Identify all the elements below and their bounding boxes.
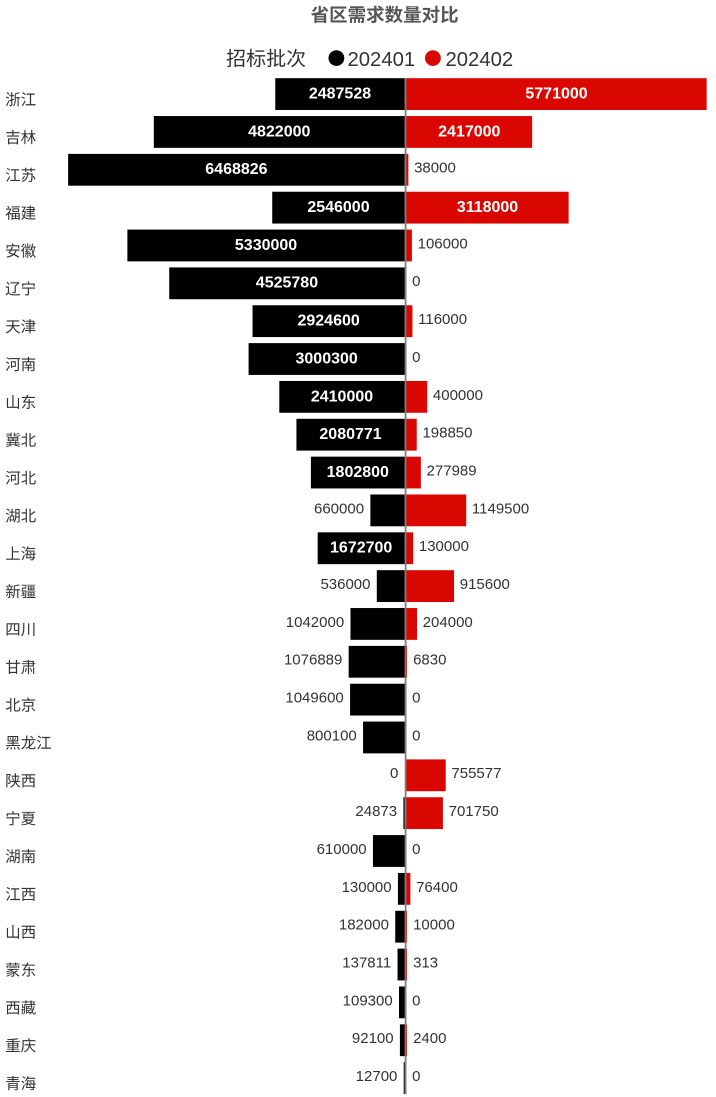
svg-text:536000: 536000: [320, 576, 370, 593]
svg-text:38000: 38000: [414, 160, 456, 177]
svg-text:202401: 202401: [348, 49, 416, 71]
svg-text:1076889: 1076889: [284, 652, 342, 669]
svg-text:5771000: 5771000: [525, 86, 587, 103]
svg-text:2417000: 2417000: [438, 123, 500, 140]
svg-text:6830: 6830: [413, 652, 446, 669]
svg-text:2080771: 2080771: [319, 426, 381, 443]
svg-text:10000: 10000: [413, 917, 455, 934]
svg-text:4525780: 4525780: [256, 275, 318, 292]
svg-text:313: 313: [413, 954, 438, 971]
svg-text:2924600: 2924600: [297, 313, 359, 330]
svg-text:3000300: 3000300: [296, 350, 358, 367]
svg-text:2400: 2400: [413, 1030, 446, 1047]
svg-text:2410000: 2410000: [311, 388, 373, 405]
svg-text:0: 0: [412, 1068, 420, 1085]
svg-text:400000: 400000: [433, 387, 483, 404]
svg-text:1049600: 1049600: [285, 690, 343, 707]
svg-text:701750: 701750: [449, 803, 499, 820]
svg-text:277989: 277989: [427, 462, 477, 479]
svg-text:0: 0: [390, 765, 398, 782]
svg-text:109300: 109300: [343, 992, 393, 1009]
svg-text:202402: 202402: [446, 49, 514, 71]
svg-text:0: 0: [412, 690, 420, 707]
svg-text:1042000: 1042000: [286, 614, 344, 631]
svg-text:198850: 198850: [422, 425, 472, 442]
svg-text:0: 0: [412, 349, 420, 366]
svg-text:2546000: 2546000: [307, 199, 369, 216]
svg-text:800100: 800100: [307, 727, 357, 744]
svg-text:755577: 755577: [451, 765, 501, 782]
svg-text:116000: 116000: [418, 311, 467, 328]
svg-text:12700: 12700: [356, 1068, 398, 1085]
svg-text:0: 0: [412, 841, 420, 858]
svg-text:915600: 915600: [460, 576, 510, 593]
svg-text:4822000: 4822000: [248, 123, 310, 140]
svg-text:610000: 610000: [317, 841, 367, 858]
svg-text:2487528: 2487528: [309, 86, 371, 103]
svg-text:0: 0: [412, 273, 420, 290]
svg-text:182000: 182000: [339, 917, 389, 934]
svg-text:76400: 76400: [416, 879, 458, 896]
svg-text:6468826: 6468826: [205, 161, 267, 178]
svg-text:3118000: 3118000: [457, 199, 519, 216]
svg-text:5330000: 5330000: [235, 237, 297, 254]
svg-text:660000: 660000: [314, 500, 364, 517]
svg-text:1149500: 1149500: [472, 500, 529, 517]
svg-text:106000: 106000: [418, 235, 468, 252]
svg-text:1672700: 1672700: [330, 540, 392, 557]
svg-text:204000: 204000: [423, 614, 473, 631]
svg-text:137811: 137811: [342, 954, 391, 971]
svg-text:0: 0: [412, 992, 420, 1009]
svg-text:130000: 130000: [419, 538, 469, 555]
svg-text:92100: 92100: [352, 1030, 394, 1047]
svg-text:130000: 130000: [342, 879, 392, 896]
svg-text:24873: 24873: [355, 803, 397, 820]
svg-text:1802800: 1802800: [327, 464, 389, 481]
svg-text:0: 0: [412, 727, 420, 744]
